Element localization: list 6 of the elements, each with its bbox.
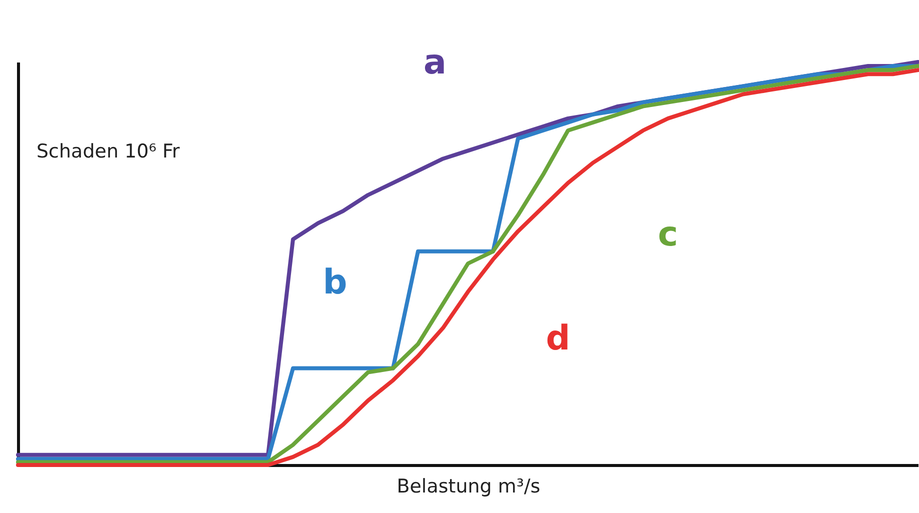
x-axis-title: Belastung m³/s [396,476,540,498]
text: a [424,42,446,83]
series-label: b [322,262,348,302]
text: d [546,318,570,359]
y-axis-title: Schaden 10⁶ Fr [36,140,180,162]
text: c [658,214,678,255]
